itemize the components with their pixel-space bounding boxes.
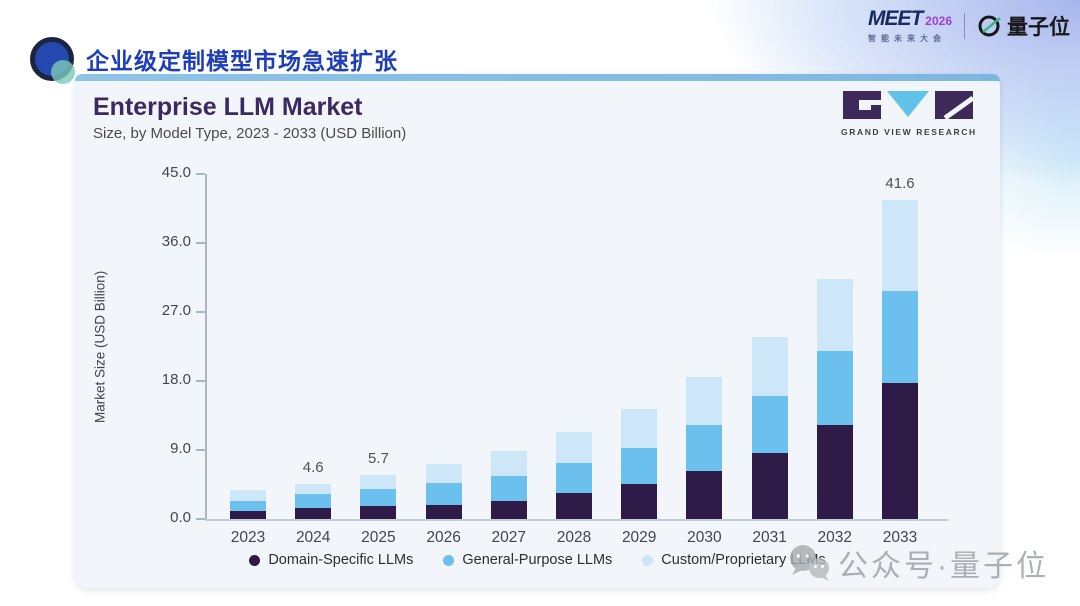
bar-segment-2033 (882, 200, 918, 291)
grand-view-research-logo: GRAND VIEW RESEARCH (841, 91, 975, 137)
gvr-brand-text: GRAND VIEW RESEARCH (841, 127, 977, 137)
x-tick-label: 2026 (426, 529, 461, 546)
legend-dot-icon (642, 554, 654, 566)
y-tick-label: 27.0 (161, 302, 191, 319)
chart-title: Enterprise LLM Market (93, 93, 363, 121)
x-tick-label: 2027 (491, 529, 527, 546)
chart-legend: Domain-Specific LLMs General-Purpose LLMs… (75, 552, 1000, 568)
y-tick-label: 18.0 (161, 371, 191, 388)
bar-segment-2029 (621, 409, 658, 448)
bar-segment-2024 (295, 494, 332, 509)
bar-value-label: 5.7 (367, 450, 389, 468)
meet-2026-logo: MEET 2026 智能未来大会 (868, 7, 952, 44)
bar-segment-2031 (751, 453, 788, 519)
bar-segment-2032 (816, 279, 853, 352)
y-tick-label: 0.0 (170, 509, 191, 526)
x-tick-label: 2029 (621, 529, 657, 546)
x-tick-label: 2023 (230, 529, 266, 546)
bar-segment-2030 (686, 424, 723, 471)
legend-label: Custom/Proprietary LLMs (661, 552, 826, 568)
bar-segment-2029 (621, 447, 658, 484)
watermark-text: 公众号·量子位 (838, 550, 1049, 583)
meet-logo-tagline: 智能未来大会 (867, 34, 946, 43)
bar-segment-2024 (295, 483, 332, 495)
y-tick-mark (196, 242, 205, 244)
bar-segment-2023 (230, 511, 266, 519)
bar-segment-2032 (816, 351, 853, 425)
legend-label: General-Purpose LLMs (462, 552, 613, 568)
x-tick-label: 2033 (882, 529, 918, 546)
legend-dot-icon (249, 554, 261, 566)
y-axis-title: Market Size (USD Billion) (92, 270, 108, 423)
bar-segment-2026 (425, 463, 462, 483)
x-tick-label: 2024 (295, 529, 331, 546)
y-tick-label: 9.0 (170, 440, 191, 457)
bar-segment-2028 (556, 492, 592, 519)
x-tick-label: 2031 (752, 529, 787, 546)
bar-segment-2033 (882, 382, 918, 519)
meet-logo-text: MEET (867, 7, 923, 30)
watermark: 公众号·量子位 (786, 541, 1049, 585)
card-top-accent (75, 74, 1000, 81)
legend-item: Custom/Proprietary LLMs (642, 552, 826, 568)
bar-segment-2025 (360, 489, 397, 506)
bar-segment-2027 (490, 450, 527, 477)
bar-segment-2032 (816, 424, 853, 519)
y-tick-mark (196, 173, 205, 175)
wechat-icon (790, 545, 829, 581)
bar-segment-2031 (751, 337, 788, 396)
bar-segment-2026 (425, 505, 462, 519)
bar-segment-2023 (230, 489, 266, 501)
legend-dot-icon (443, 554, 455, 566)
bar-segment-2033 (882, 290, 918, 383)
header-logos: MEET 2026 智能未来大会 量子位 (868, 7, 1070, 44)
bar-value-label: 41.6 (885, 175, 915, 193)
bar-segment-2030 (686, 377, 723, 425)
x-tick-label: 2028 (556, 529, 592, 546)
qbit-logo-text: 量子位 (1007, 15, 1070, 39)
bar-segment-2028 (556, 463, 592, 493)
bar-segment-2024 (295, 508, 332, 519)
bar-segment-2031 (751, 395, 788, 454)
legend-item: General-Purpose LLMs (443, 552, 612, 568)
bar-value-label: 4.6 (302, 458, 324, 476)
qbit-logo: 量子位 (977, 11, 1070, 41)
legend-label: Domain-Specific LLMs (268, 552, 414, 568)
plot-area: Market Size (USD Billion) 0.0 9.0 18.0 27.0… (93, 164, 949, 546)
bar-segment-2030 (686, 470, 723, 519)
bar-segment-2026 (425, 482, 462, 506)
bar-segment-2027 (490, 476, 527, 501)
logo-divider (964, 12, 965, 39)
bullet-icon (30, 37, 75, 84)
y-tick-mark (196, 380, 205, 382)
slide-title: 企业级定制模型市场急速扩张 (86, 49, 398, 74)
bar-segment-2025 (360, 505, 397, 519)
y-tick-mark (196, 311, 205, 313)
x-axis-line (205, 519, 949, 521)
gvr-mark-icon (843, 91, 975, 121)
qbit-q-icon (978, 15, 1001, 36)
y-tick-label: 36.0 (161, 233, 191, 250)
bar-segment-2023 (230, 500, 266, 512)
x-tick-label: 2025 (361, 529, 396, 546)
bar-segment-2027 (490, 500, 527, 519)
bar-segment-2028 (556, 432, 592, 464)
x-tick-label: 2030 (687, 529, 722, 546)
x-tick-label: 2032 (817, 529, 853, 546)
y-tick-mark (196, 449, 205, 451)
chart-subtitle: Size, by Model Type, 2023 - 2033 (USD Bi… (93, 125, 407, 142)
legend-item: Domain-Specific LLMs (249, 552, 413, 568)
meet-logo-year: 2026 (925, 14, 952, 28)
bar-segment-2025 (360, 475, 397, 490)
y-tick-mark (196, 518, 205, 520)
chart-card: Enterprise LLM Market Size, by Model Typ… (75, 74, 1000, 588)
y-tick-label: 45.0 (161, 164, 191, 181)
bar-segment-2029 (621, 483, 658, 519)
